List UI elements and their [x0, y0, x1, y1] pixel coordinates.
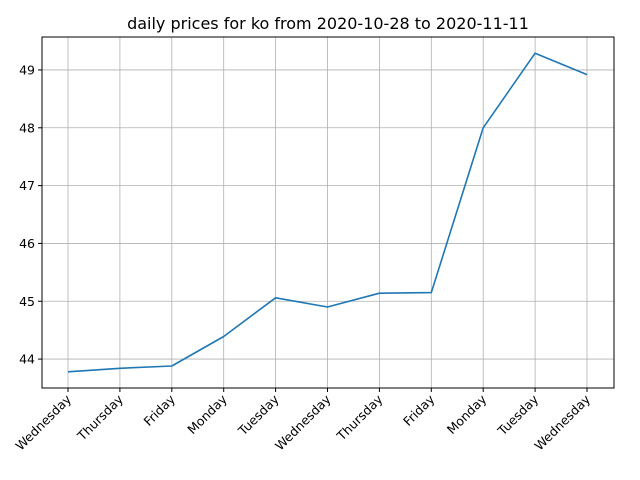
x-tick-label: Thursday — [74, 391, 127, 444]
x-tick-label: Tuesday — [234, 391, 282, 439]
series-layer — [67, 52, 588, 373]
y-tick-label: 49 — [19, 62, 35, 77]
y-tick-label: 44 — [19, 352, 35, 367]
x-tick-label: Tuesday — [494, 391, 542, 439]
series-line — [67, 52, 588, 373]
x-tick-label: Wednesday — [531, 391, 593, 453]
y-axis: 44 45 46 47 48 49 — [19, 62, 42, 367]
x-tick-label: Friday — [141, 391, 179, 429]
x-tick-label: Monday — [444, 391, 490, 437]
grid — [42, 37, 614, 388]
y-tick-label: 47 — [19, 178, 35, 193]
plot-frame — [41, 36, 615, 389]
x-tick-label: Friday — [400, 391, 438, 429]
x-tick-label: Monday — [184, 391, 230, 437]
y-tick-label: 46 — [19, 236, 35, 251]
x-tick-label: Wednesday — [272, 391, 334, 453]
y-tick-label: 48 — [19, 120, 35, 135]
y-tick-label: 45 — [19, 294, 35, 309]
x-tick-label: Wednesday — [12, 391, 74, 453]
x-axis: Wednesday Thursday Friday Monday TuesdayWedn… — [12, 388, 594, 453]
x-tick-label: Thursday — [333, 391, 386, 444]
chart-title: daily prices for ko from 2020-10-28 to 2… — [127, 14, 529, 33]
